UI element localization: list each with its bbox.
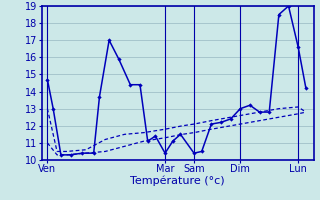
X-axis label: Température (°c): Température (°c) bbox=[130, 176, 225, 186]
